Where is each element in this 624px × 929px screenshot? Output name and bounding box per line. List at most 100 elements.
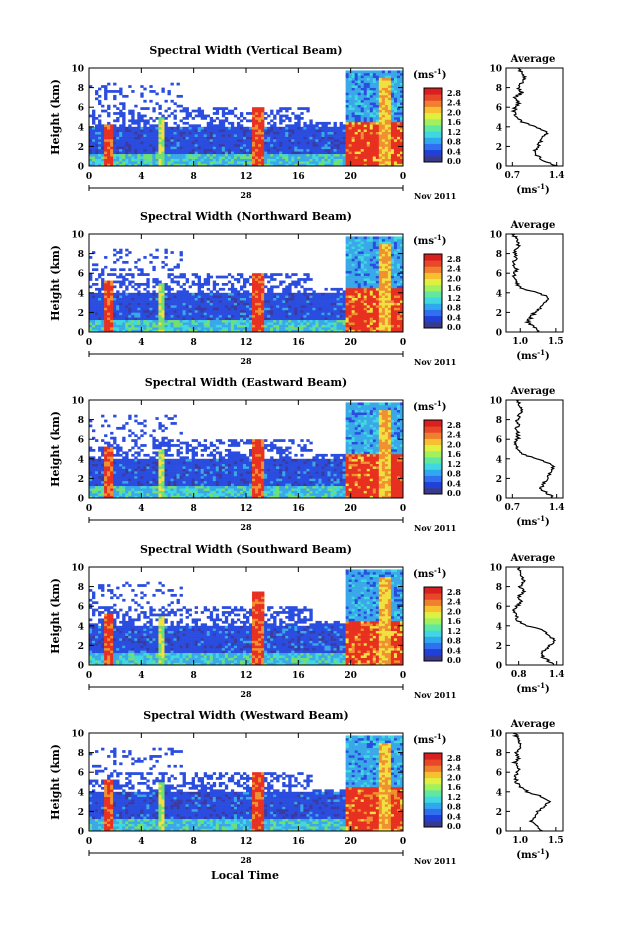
colorbar-band [424,149,442,157]
colorbar-tick-label: 0.8 [447,802,461,812]
profile-unit: (ms-1) [516,348,549,362]
panel-title: Spectral Width (Eastward Beam) [145,376,347,389]
profile-unit-close: ) [545,185,550,196]
profile-x-tick-label: 0.8 [511,670,527,680]
y-tick-label: 2 [78,475,84,485]
colorbar-band [424,291,442,298]
panel-title: Spectral Width (Westward Beam) [143,709,348,722]
panel-0: Spectral Width (Vertical Beam) Height (km… [49,44,565,201]
colorbar-unit-close: ) [442,236,447,247]
colorbar-tick-label: 2.8 [447,753,461,763]
profile-y-tick-label: 4 [496,123,502,133]
profile-x-tick-label: 0.7 [504,171,520,181]
colorbar-band [424,88,442,95]
profile-y-tick-label: 6 [496,436,502,446]
profile-x-tick-label: 1.5 [548,836,564,846]
date-month: Nov 2011 [414,523,456,533]
colorbar-tick-label: 0.8 [447,303,461,313]
profile-x-tick-label: 1.4 [549,503,565,513]
colorbar-tick-label: 0.0 [447,488,461,498]
profile-x-tick-label: 0.7 [504,503,520,513]
x-axis-label: Local Time [211,869,279,882]
colorbar-tick-label: 0.4 [447,811,461,821]
colorbar-band [424,605,442,613]
date-month: Nov 2011 [414,856,456,866]
x-tick-label: 12 [240,504,253,514]
colorbar-band [424,272,442,280]
colorbar-tick-label: 2.8 [447,254,461,264]
y-tick-label: 4 [78,622,84,632]
x-tick-label: 8 [191,172,197,182]
colorbar-unit: (ms-1) [413,566,446,580]
profile-unit-exponent: -1 [537,681,545,690]
colorbar-tick-label: 1.6 [447,117,461,127]
colorbar-band [424,463,442,470]
colorbar-tick-label: 2.0 [447,772,461,782]
y-tick-label: 2 [78,642,84,652]
y-tick-label: 10 [71,564,84,574]
profile-unit-close: ) [545,517,550,528]
profile-y-tick-label: 2 [496,475,502,485]
x-tick-label: 0 [400,671,406,681]
profile-y-tick-label: 4 [496,455,502,465]
colorbar-unit-close: ) [442,569,447,580]
colorbar-band [424,654,442,662]
colorbar-band [424,790,442,797]
profile-unit: (ms-1) [516,182,549,196]
colorbar-unit-exponent: -1 [434,67,442,76]
colorbar-tick-label: 0.0 [447,156,461,166]
profile-line [511,566,557,666]
panel-1: Spectral Width (Northward Beam) Height (k… [49,210,564,367]
colorbar-band [424,765,442,772]
date-day: 28 [240,356,252,366]
panel-title: Spectral Width (Northward Beam) [140,210,352,223]
y-tick-label: 2 [78,143,84,153]
x-tick-label: 20 [344,172,357,182]
profile-y-tick-label: 6 [496,104,502,114]
y-tick-label: 4 [78,788,84,798]
colorbar-tick-label: 1.6 [447,782,461,792]
profile-line [513,399,556,499]
y-tick-label: 6 [78,769,84,779]
colorbar-unit-close: ) [442,402,447,413]
x-tick-label: 8 [191,504,197,514]
profile-unit-close: ) [545,850,550,861]
profile-y-tick-label: 10 [489,564,502,574]
colorbar-band [424,303,442,310]
profile-unit-exponent: -1 [537,348,545,357]
profile-frame [505,732,564,832]
profile-unit: (ms-1) [516,847,549,861]
profile-y-tick-label: 0 [496,495,502,505]
heatmap-field [89,735,404,832]
colorbar-unit-exponent: -1 [434,233,442,242]
x-tick-label: 4 [138,671,144,681]
y-tick-label: 8 [78,749,84,759]
x-tick-label: 16 [292,338,305,348]
colorbar-tick-label: 2.4 [447,763,461,773]
profile-x-tick-label: 1.0 [512,836,528,846]
colorbar-band [424,636,442,643]
colorbar-band [424,118,442,126]
y-tick-label: 8 [78,84,84,94]
y-tick-label: 8 [78,583,84,593]
colorbar-band [424,137,442,144]
colorbar-tick-label: 1.6 [447,283,461,293]
date-day: 28 [240,190,252,200]
profile-unit-exponent: -1 [537,847,545,856]
y-tick-label: 10 [71,397,84,407]
colorbar-unit-close: ) [442,735,447,746]
colorbar-band [424,475,442,483]
profile-y-tick-label: 10 [489,397,502,407]
heatmap-field [89,70,404,167]
colorbar-tick-label: 1.6 [447,616,461,626]
profile-title: Average [510,386,556,397]
colorbar-band [424,469,442,476]
x-tick-label: 4 [138,504,144,514]
colorbar-unit: (ms-1) [413,67,446,81]
colorbar-frame [423,586,443,662]
profile-y-tick-label: 6 [496,769,502,779]
colorbar-unit: (ms-1) [413,732,446,746]
x-tick-label: 20 [344,837,357,847]
colorbar-band [424,487,442,495]
